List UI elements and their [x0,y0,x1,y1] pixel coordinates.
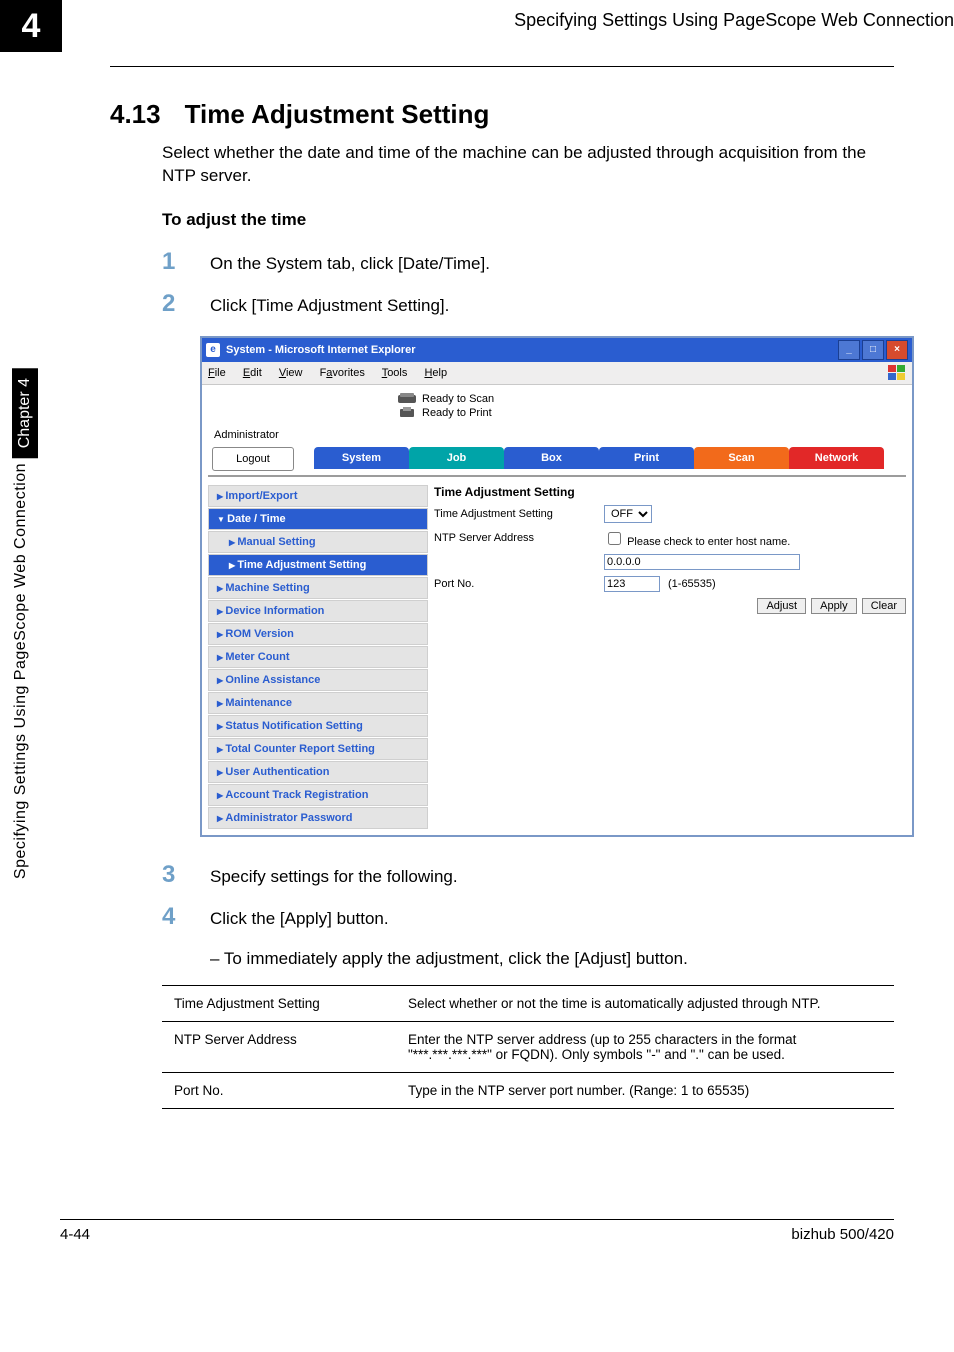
tab-box[interactable]: Box [504,447,599,469]
printer-icon [398,407,416,419]
section-number: 4.13 [110,99,161,130]
input-ntp-address[interactable] [604,554,800,570]
checkbox-hostname-label[interactable]: Please check to enter host name. [604,529,790,548]
footer-model: bizhub 500/420 [791,1226,894,1243]
sidebar-item-maintenance[interactable]: Maintenance [208,692,428,714]
sidebar-item-date-time[interactable]: Date / Time [208,508,428,530]
minimize-button[interactable]: _ [838,340,860,360]
sidebar-item-online-assistance[interactable]: Online Assistance [208,669,428,691]
table-row: Time Adjustment Setting Select whether o… [162,985,894,1021]
sidebar-item-import-export[interactable]: Import/Export [208,485,428,507]
spec-table: Time Adjustment Setting Select whether o… [162,985,894,1109]
sidebar-item-account-track[interactable]: Account Track Registration [208,784,428,806]
menu-favorites[interactable]: Favorites [320,367,365,379]
checkbox-hostname[interactable] [608,532,621,545]
window-titlebar: e System - Microsoft Internet Explorer _… [202,338,912,362]
ie-icon: e [206,343,220,357]
sidebar-item-time-adjustment[interactable]: Time Adjustment Setting [208,554,428,576]
menu-tools[interactable]: Tools [382,367,408,379]
status-ready-scan: Ready to Scan [398,393,906,405]
step-4-sub: – To immediately apply the adjustment, c… [210,949,894,969]
running-header: Specifying Settings Using PageScope Web … [514,10,954,31]
tab-print[interactable]: Print [599,447,694,469]
cell-r1c1: Time Adjustment Setting [162,985,396,1021]
scanner-icon [398,393,416,405]
menu-bar: File Edit View Favorites Tools Help [202,362,912,385]
step-2: 2Click [Time Adjustment Setting]. [162,290,894,318]
cell-r2c1: NTP Server Address [162,1021,396,1072]
footer-page-number: 4-44 [60,1226,90,1243]
sidebar-item-machine-setting[interactable]: Machine Setting [208,577,428,599]
page-footer: 4-44 bizhub 500/420 [60,1219,894,1243]
menu-help[interactable]: Help [424,367,447,379]
section-heading: 4.13 Time Adjustment Setting [110,99,894,130]
panel-heading: Time Adjustment Setting [434,485,906,499]
sidebar-item-device-info[interactable]: Device Information [208,600,428,622]
embedded-browser-window: e System - Microsoft Internet Explorer _… [200,336,914,837]
sidebar-item-admin-password[interactable]: Administrator Password [208,807,428,829]
step-1: 1On the System tab, click [Date/Time]. [162,248,894,276]
apply-button[interactable]: Apply [811,598,857,614]
tab-network[interactable]: Network [789,447,884,469]
select-time-adjustment[interactable]: OFF [604,505,652,523]
tab-job[interactable]: Job [409,447,504,469]
status-ready-print: Ready to Print [398,407,906,419]
cell-r3c1: Port No. [162,1072,396,1108]
clear-button[interactable]: Clear [862,598,906,614]
port-range-note: (1-65535) [668,578,716,590]
sidebar-nav: Import/Export Date / Time Manual Setting… [208,485,428,829]
sidebar-item-status-notification[interactable]: Status Notification Setting [208,715,428,737]
side-chapter-box: Chapter 4 [12,368,38,458]
checkbox-hostname-text: Please check to enter host name. [627,536,790,548]
tab-divider [208,475,906,477]
label-time-adjustment: Time Adjustment Setting [434,508,604,520]
maximize-button[interactable]: □ [862,340,884,360]
step-3-text: Specify settings for the following. [210,867,458,887]
step-1-text: On the System tab, click [Date/Time]. [210,254,490,274]
step-4: 4Click the [Apply] button. [162,903,894,931]
sidebar-item-user-auth[interactable]: User Authentication [208,761,428,783]
step-3: 3Specify settings for the following. [162,861,894,889]
step-4-text: Click the [Apply] button. [210,909,389,929]
tab-system[interactable]: System [314,447,409,469]
administrator-label: Administrator [214,429,906,441]
label-port-no: Port No. [434,578,604,590]
side-vertical-text: Specifying Settings Using PageScope Web … [12,463,30,879]
status-scan-text: Ready to Scan [422,393,494,405]
chapter-number-tab: 4 [0,0,62,52]
cell-r3c2: Type in the NTP server port number. (Ran… [396,1072,894,1108]
side-thumb-label: Chapter 4 Specifying Settings Using Page… [12,360,44,879]
cell-r1c2: Select whether or not the time is automa… [396,985,894,1021]
windows-flag-icon [888,365,906,381]
cell-r2c2: Enter the NTP server address (up to 255 … [396,1021,894,1072]
procedure-heading: To adjust the time [162,210,894,230]
section-title-text: Time Adjustment Setting [185,99,490,130]
menu-view[interactable]: View [279,367,303,379]
close-button[interactable]: × [886,340,908,360]
tab-scan[interactable]: Scan [694,447,789,469]
menu-edit[interactable]: Edit [243,367,262,379]
sidebar-item-rom-version[interactable]: ROM Version [208,623,428,645]
step-2-text: Click [Time Adjustment Setting]. [210,296,449,316]
section-intro: Select whether the date and time of the … [162,142,894,188]
table-row: Port No. Type in the NTP server port num… [162,1072,894,1108]
sidebar-item-manual-setting[interactable]: Manual Setting [208,531,428,553]
logout-button[interactable]: Logout [212,447,294,471]
header-rule [110,66,894,67]
sidebar-item-meter-count[interactable]: Meter Count [208,646,428,668]
menu-file[interactable]: File [208,367,226,379]
window-title: System - Microsoft Internet Explorer [226,344,416,356]
adjust-button[interactable]: Adjust [757,598,806,614]
label-ntp-address: NTP Server Address [434,532,604,544]
sidebar-item-total-counter[interactable]: Total Counter Report Setting [208,738,428,760]
status-print-text: Ready to Print [422,407,492,419]
settings-panel: Time Adjustment Setting Time Adjustment … [434,485,906,829]
table-row: NTP Server Address Enter the NTP server … [162,1021,894,1072]
input-port-no[interactable] [604,576,660,592]
